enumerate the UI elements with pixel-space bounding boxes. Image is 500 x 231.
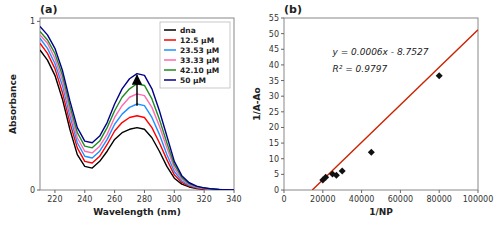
x-axis-label: 1/NP (369, 207, 393, 217)
plot-frame (284, 18, 478, 190)
x-tick (144, 190, 145, 193)
figure: (a)22024026028030032034001Wavelength (nm… (0, 0, 500, 231)
x-tick (54, 190, 55, 193)
x-tick-label: 80000 (426, 195, 451, 204)
y-tick (281, 80, 284, 81)
y-tick (281, 64, 284, 65)
x-tick (322, 190, 323, 193)
scatter-point (322, 174, 329, 181)
y-tick-label: 45 (269, 45, 279, 54)
data-layer (312, 30, 478, 190)
legend-swatch (164, 49, 176, 51)
annotation: R² = 0.9797 (333, 64, 388, 74)
x-tick-label: 260 (107, 195, 122, 204)
x-axis-label: Wavelength (nm) (93, 207, 181, 217)
x-tick (478, 190, 479, 193)
y-tick (281, 158, 284, 159)
legend-label: 23.53 μM (180, 46, 219, 55)
y-tick (281, 96, 284, 97)
scatter-point (339, 167, 346, 174)
legend-box (160, 22, 230, 88)
y-axis-label: Absorbance (8, 74, 18, 134)
x-tick-label: 280 (137, 195, 152, 204)
x-tick-label: 20000 (310, 195, 335, 204)
scatter-point (333, 172, 340, 179)
scatter-point (436, 72, 443, 79)
x-tick-label: 320 (197, 195, 212, 204)
y-tick (281, 143, 284, 144)
y-tick (281, 127, 284, 128)
x-tick (439, 190, 440, 193)
legend-label: 33.33 μM (180, 56, 219, 65)
y-tick-label: 55 (269, 14, 279, 23)
x-tick (361, 190, 362, 193)
y-tick-label: 0 (30, 186, 35, 195)
y-tick-label: 0 (274, 186, 279, 195)
x-tick-label: 100000 (463, 195, 494, 204)
x-tick (234, 190, 235, 193)
x-tick-label: 340 (226, 195, 241, 204)
legend-label: dna (180, 26, 196, 35)
legend: dna12.5 μM23.53 μM33.33 μM42.10 μM50 μM (160, 22, 230, 88)
x-tick (400, 190, 401, 193)
y-tick-label: 25 (269, 108, 279, 117)
x-tick (114, 190, 115, 193)
x-tick (84, 190, 85, 193)
panel: (b) 0 20000 40000 60000 80000 100000 0 5 10 15 20 25… (252, 3, 493, 217)
y-tick-label: 20 (269, 123, 279, 132)
series-line (40, 35, 234, 190)
y-tick-label: 40 (269, 61, 279, 70)
series-line (40, 38, 234, 190)
series-line (312, 30, 478, 190)
y-tick (37, 190, 40, 191)
x-tick (174, 190, 175, 193)
legend-swatch (164, 59, 176, 61)
legend-swatch (164, 29, 176, 31)
x-tick-label: 40000 (349, 195, 374, 204)
x-tick-label: 220 (47, 195, 62, 204)
y-tick-label: 35 (269, 77, 279, 86)
y-tick (281, 18, 284, 19)
plot-frame (40, 18, 234, 190)
legend-label: 12.5 μM (180, 36, 214, 45)
arrow (136, 75, 138, 105)
legend-swatch (164, 79, 176, 81)
chart-title: (b) (284, 3, 302, 16)
y-tick (281, 190, 284, 191)
y-tick-label: 10 (269, 155, 279, 164)
x-tick-label: 300 (167, 195, 182, 204)
y-tick (281, 174, 284, 175)
chart-title: (a) (40, 3, 57, 16)
legend-label: 42.10 μM (180, 66, 219, 75)
y-tick (281, 49, 284, 50)
y-tick-label: 30 (269, 92, 279, 101)
legend-label: 50 μM (180, 76, 206, 85)
y-tick (37, 21, 40, 22)
annotation: y = 0.0006x - 8.7527 (332, 47, 429, 57)
y-tick-label: 50 (269, 30, 279, 39)
y-tick (281, 33, 284, 34)
series-line (40, 26, 234, 190)
legend-swatch (164, 39, 176, 41)
series-line (40, 31, 234, 190)
x-tick-label: 0 (281, 195, 286, 204)
scatter-point (368, 149, 375, 156)
y-axis-label: 1/A-Ao (252, 87, 262, 120)
y-tick (281, 111, 284, 112)
x-tick (204, 190, 205, 193)
y-tick-label: 5 (274, 170, 279, 179)
panel: (a) 220 240 260 280 300 320 340 0 1 Wavelength (nm… (8, 3, 242, 217)
legend-swatch (164, 69, 176, 71)
x-tick-label: 240 (77, 195, 92, 204)
series-line (40, 43, 234, 190)
y-tick-label: 15 (269, 139, 279, 148)
y-tick-label: 1 (30, 17, 35, 26)
x-tick-label: 60000 (388, 195, 413, 204)
data-layer (40, 26, 234, 190)
